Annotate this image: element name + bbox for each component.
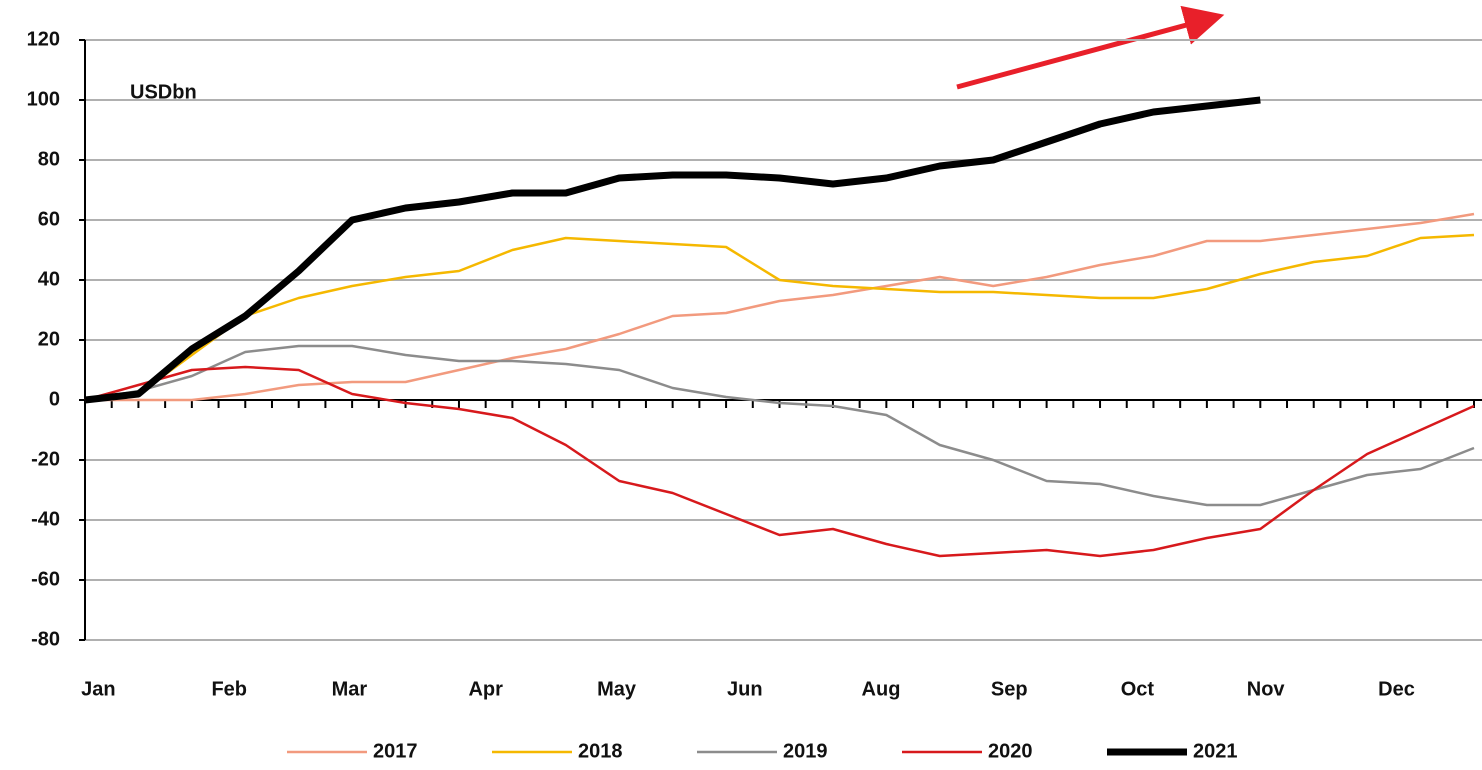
legend-label: 2017 [373, 740, 418, 762]
series-line [84, 96, 1261, 404]
y-tick-label: 60 [38, 208, 60, 230]
arrow [956, 5, 1225, 90]
annotation: USDbn [130, 81, 197, 103]
x-tick-label: Feb [211, 678, 247, 700]
x-tick-label: Mar [332, 678, 368, 700]
legend-label: 2019 [783, 740, 828, 762]
x-tick-label: Sep [991, 678, 1028, 700]
series-line [84, 365, 1475, 558]
x-tick-label: Nov [1247, 678, 1286, 700]
x-tick-label: Jun [727, 678, 763, 700]
legend-label: 2021 [1193, 740, 1238, 762]
series-line [85, 212, 1475, 402]
series-line [84, 233, 1475, 402]
legend-label: 2018 [578, 740, 623, 762]
y-tick-label: -80 [31, 628, 60, 650]
y-tick-label: -20 [31, 448, 60, 470]
y-tick-label: 20 [38, 328, 60, 350]
y-tick-label: -40 [31, 508, 60, 530]
y-tick-label: -60 [31, 568, 60, 590]
y-tick-label: 80 [38, 148, 60, 170]
y-tick-label: 100 [27, 88, 60, 110]
legend-label: 2020 [988, 740, 1033, 762]
x-tick-label: Dec [1378, 678, 1415, 700]
y-tick-label: 0 [49, 388, 60, 410]
y-tick-label: 120 [27, 28, 60, 50]
x-tick-label: Jan [81, 678, 115, 700]
x-tick-label: Aug [862, 678, 901, 700]
x-tick-label: May [597, 678, 637, 700]
y-tick-label: 40 [38, 268, 60, 290]
x-tick-label: Apr [468, 678, 503, 700]
x-tick-label: Oct [1121, 678, 1155, 700]
series-line [84, 344, 1475, 507]
